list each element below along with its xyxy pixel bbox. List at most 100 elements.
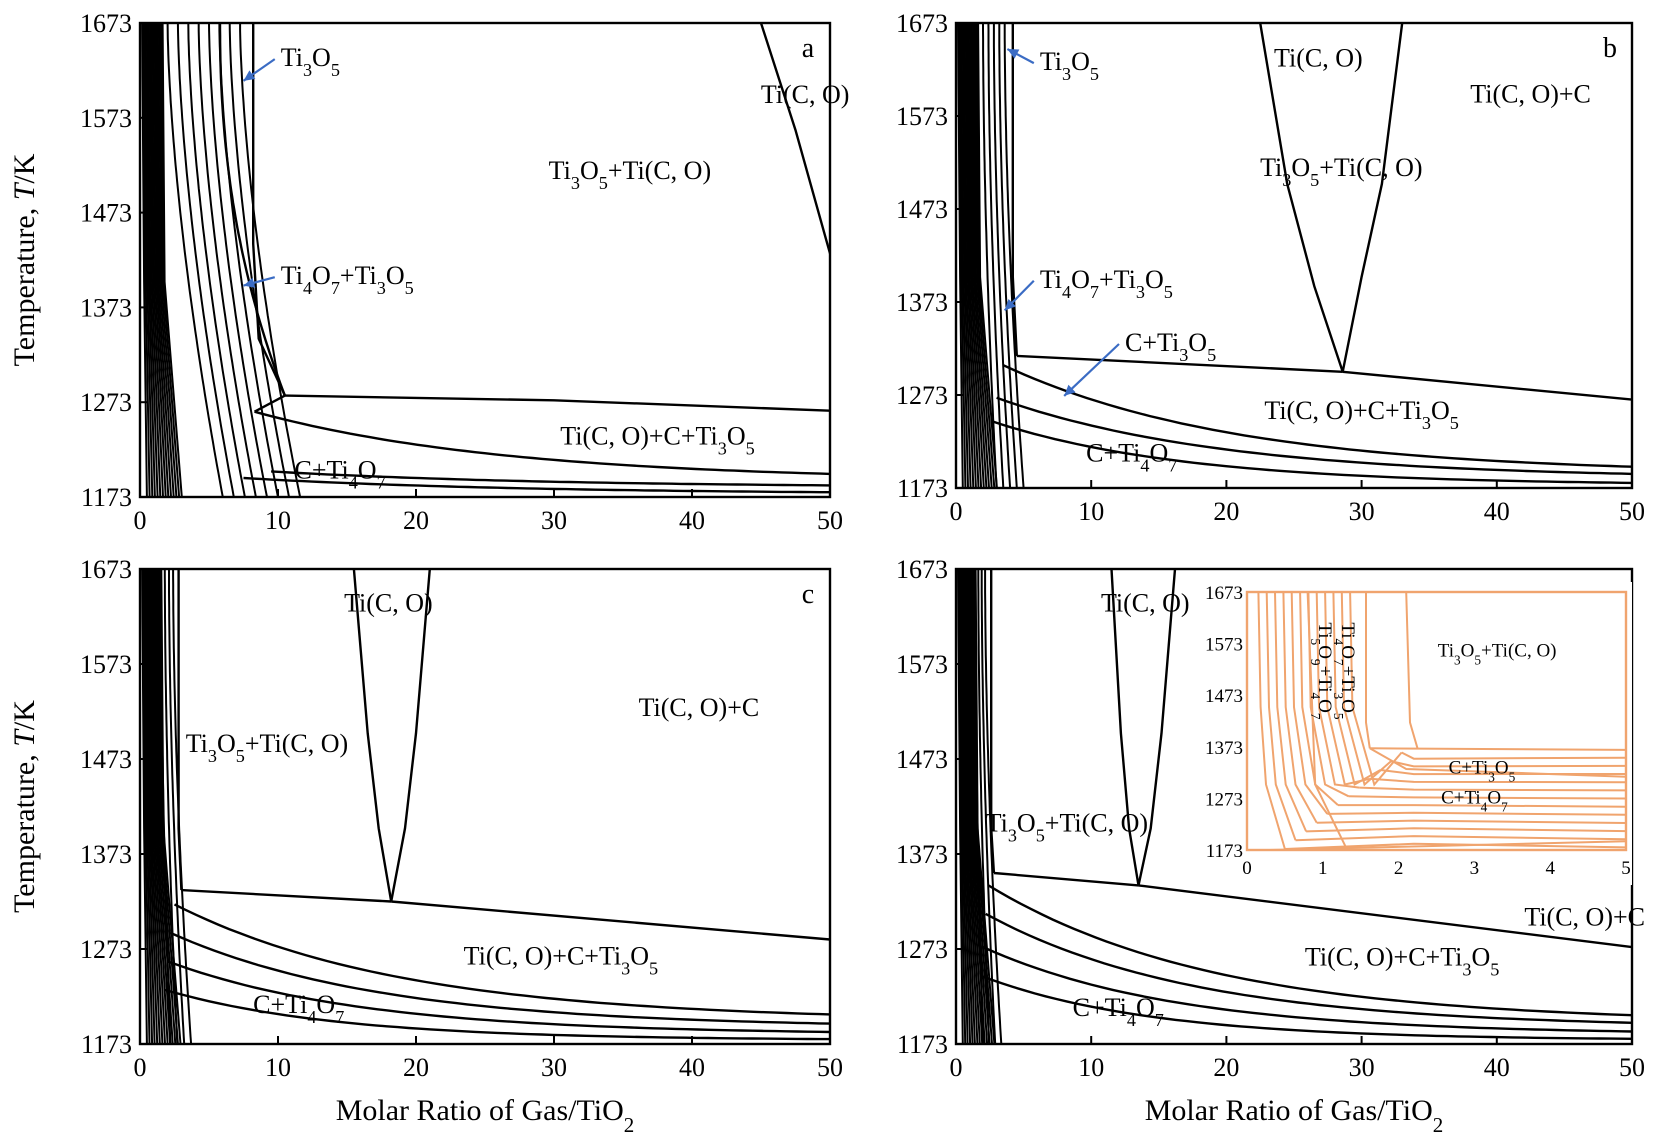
plot-frame <box>138 21 832 499</box>
inset-y-tick-label: 1373 <box>1205 738 1243 759</box>
region-label: Ti4O7+Ti3O5 <box>1040 265 1173 302</box>
y-tick-label: 1473 <box>80 199 132 228</box>
plot-frame <box>138 567 832 1046</box>
phase-boundary-line <box>982 23 998 488</box>
phase-boundary-line <box>159 569 172 1044</box>
inset-boundary-line <box>1327 811 1626 816</box>
panel-c: 0 10 20 30 40 50 1173 1273 1373 1473 1573 1673 c Temp… <box>8 555 843 1137</box>
phase-boundary-line <box>980 569 997 1044</box>
inset-boundary-line <box>1340 592 1392 787</box>
x-tick-label: 20 <box>1213 1053 1239 1082</box>
region-label: C+Ti4O7 <box>1086 439 1177 476</box>
phase-boundary-line <box>1342 370 1632 401</box>
inset-x-tick-label: 4 <box>1545 858 1555 879</box>
region-label: Ti3O5+Ti(C, O) <box>186 729 348 766</box>
inset-boundary-line <box>1299 592 1339 806</box>
phase-boundary-line <box>992 23 1012 488</box>
phase-boundary-line <box>977 569 991 1044</box>
inset-boundary-line <box>1390 760 1626 768</box>
phase-boundary-line <box>984 569 1003 1044</box>
inset-curves <box>1257 592 1626 850</box>
phase-boundary-line <box>966 569 981 1044</box>
y-tick-label: 1273 <box>80 935 132 964</box>
y-tick-label: 1173 <box>81 1030 132 1059</box>
phase-boundary-line <box>958 569 967 1044</box>
panel-a: 0 10 20 30 40 50 1173 1273 1373 1473 1573 1673 a Temp… <box>8 9 849 535</box>
phase-boundary-line <box>391 900 830 941</box>
inset-boundary-line <box>1284 842 1626 850</box>
y-tick-label: 1473 <box>80 745 132 774</box>
inset-boundary-line <box>1369 747 1626 778</box>
inset-boundary-line <box>1369 747 1626 751</box>
inset-boundary-line <box>1306 592 1347 847</box>
region-label: Ti(C, O) <box>1274 43 1363 72</box>
phase-boundary-line <box>157 569 177 1044</box>
inset-boundary-line <box>1369 777 1626 784</box>
y-tick-label: 1373 <box>896 288 948 317</box>
x-tick-label: 0 <box>134 1053 147 1082</box>
annotation-arrowhead <box>1064 384 1076 396</box>
phase-boundary-line <box>1110 569 1140 886</box>
panel-d-curves <box>957 569 1632 1044</box>
annotation-arrowhead <box>243 277 256 288</box>
inset-y-tick-label: 1473 <box>1205 686 1243 707</box>
x-axis-label: Molar Ratio of Gas/TiO2 <box>1145 1094 1444 1137</box>
plot-frame <box>954 21 1634 490</box>
inset-boundary-line <box>1349 592 1403 787</box>
region-label: C+Ti4O7 <box>1073 993 1164 1030</box>
phase-boundary-line <box>961 23 972 488</box>
region-label: C+Ti3O5 <box>1125 328 1216 365</box>
phase-boundary-line <box>966 23 980 488</box>
phase-boundary-line <box>152 23 167 497</box>
phase-boundary-line <box>1016 354 1343 373</box>
region-label: Ti(C, O)+C+Ti3O5 <box>1305 943 1499 980</box>
x-tick-label: 30 <box>1349 497 1375 526</box>
inset-region-label: Ti4O7+Ti3O5 <box>1331 622 1358 720</box>
region-label: Ti(C, O) <box>344 588 433 617</box>
region-label: Ti(C, O)+C <box>639 693 760 722</box>
inset-frame <box>1245 590 1628 852</box>
phase-boundary-line <box>977 23 998 488</box>
annotation-arrow <box>1063 343 1120 397</box>
phase-boundary-line <box>959 569 969 1044</box>
inset-y-tick-label: 1273 <box>1205 789 1243 810</box>
phase-boundary-line <box>147 23 159 497</box>
phase-boundary-line <box>963 23 975 488</box>
phase-boundary-line <box>164 988 830 1041</box>
inset-boundary-line <box>1359 786 1626 792</box>
y-tick-label: 1273 <box>896 381 948 410</box>
phase-boundary-line <box>153 23 170 497</box>
annotation-arrowhead <box>243 70 256 81</box>
x-tick-label: 10 <box>1078 497 1104 526</box>
y-tick-label: 1173 <box>897 474 948 503</box>
region-label: Ti(C, O)+C+Ti3O5 <box>464 942 658 979</box>
phase-boundary-line <box>970 569 989 1044</box>
phase-boundary-line <box>177 569 183 891</box>
phase-boundary-line <box>149 23 162 497</box>
panel-label: b <box>1603 33 1617 64</box>
region-label: Ti(C, O)+C+Ti3O5 <box>560 421 754 458</box>
y-tick-label: 1573 <box>896 102 948 131</box>
phase-boundary-line <box>962 569 974 1044</box>
y-tick-label: 1473 <box>896 745 948 774</box>
phase-boundary-line <box>993 871 1139 887</box>
x-tick-label: 20 <box>403 506 429 535</box>
phase-boundary-line <box>990 419 1632 485</box>
inset-y-tick-label: 1173 <box>1206 841 1243 862</box>
phase-boundary-line <box>154 569 172 1044</box>
inset-y-tick-label: 1573 <box>1205 635 1243 656</box>
phase-boundary-line <box>155 23 172 497</box>
region-label: Ti(C, O)+C+Ti3O5 <box>1264 396 1458 433</box>
phase-boundary-line <box>145 23 156 497</box>
inset-boundary-line <box>1295 835 1626 842</box>
phase-boundary-line <box>971 569 991 1044</box>
inset-x-tick-label: 0 <box>1242 858 1252 879</box>
inset-x-tick-label: 5 <box>1621 858 1631 879</box>
panel-b: 0 10 20 30 40 50 1173 1273 1373 1473 1573 1673 b Ti3O… <box>896 9 1645 526</box>
inset-region-label: C+Ti3O5 <box>1449 757 1516 784</box>
phase-boundary-line <box>961 569 972 1044</box>
inset-background <box>1197 582 1632 885</box>
region-label: Ti(C, O)+C <box>1470 80 1591 109</box>
phase-boundary-line <box>967 569 984 1044</box>
panel-a-curves <box>141 23 830 497</box>
